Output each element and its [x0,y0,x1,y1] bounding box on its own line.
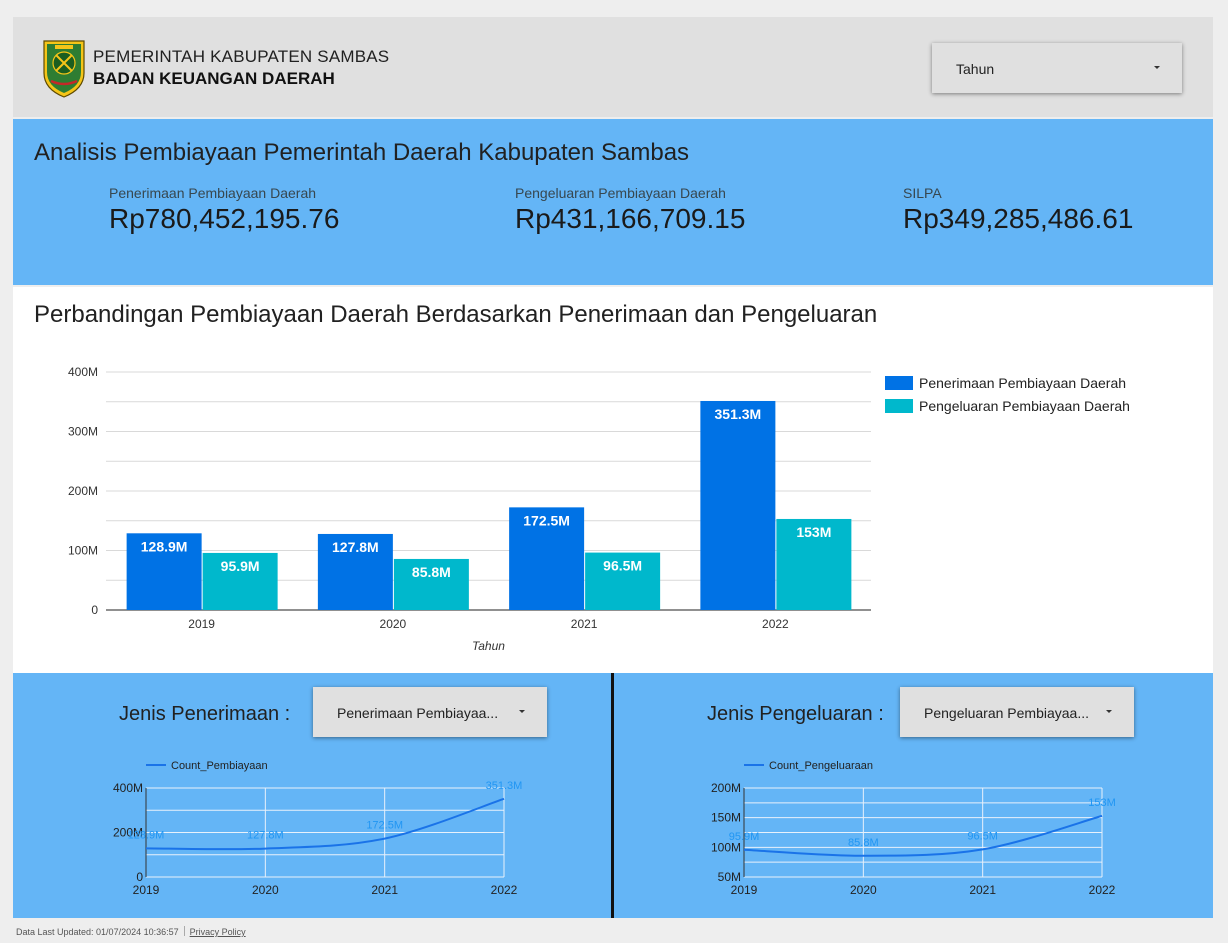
y-tick-label: 150M [711,811,741,825]
bar-data-label: 172.5M [523,512,570,528]
penerimaan-panel: Jenis Penerimaan : Penerimaan Pembiayaa.… [13,673,611,918]
dropdown-value: Pengeluaran Pembiayaa... [924,705,1089,721]
kpi-label: SILPA [903,185,942,201]
x-tick-label: 2022 [491,883,518,897]
footer: Data Last Updated: 01/07/2024 10:36:57 Pr… [16,926,246,937]
caret-down-icon [1106,710,1112,713]
x-tick-label: 2021 [571,617,598,631]
bar-penerimaan [700,400,776,610]
point-data-label: 85.8M [848,837,879,849]
year-filter-dropdown[interactable]: Tahun [932,43,1182,93]
bar-data-label: 96.5M [603,558,642,574]
header-bar: PEMERINTAH KABUPATEN SAMBAS BADAN KEUANG… [13,17,1213,117]
jenis-penerimaan-label: Jenis Penerimaan : [119,703,291,725]
year-filter-label: Tahun [956,61,995,77]
y-tick-label: 300M [68,425,98,439]
bar-data-label: 128.9M [141,538,188,554]
x-tick-label: 2019 [133,883,160,897]
bar-data-label: 95.9M [221,558,260,574]
x-tick-label: 2019 [731,883,758,897]
caret-down-icon [519,710,525,713]
org-name-line1: PEMERINTAH KABUPATEN SAMBAS [93,47,390,66]
bar-data-label: 153M [796,524,831,540]
bar-penerimaan [126,533,202,610]
x-tick-label: 2020 [252,883,279,897]
legend-label: Pengeluaran Pembiayaan Daerah [919,397,1130,414]
series-line [145,797,505,851]
y-tick-label: 400M [68,365,98,379]
bar-chart-card: Perbandingan Pembiayaan Daerah Berdasark… [13,287,1213,673]
pengeluaran-line-chart: 2019 2020 2021 2022 50M 100M 150M 200M 95.9M 85.8… [711,760,1116,897]
bar-penerimaan [317,533,393,610]
y-tick-label: 100M [68,544,98,558]
legend-item-penerimaan[interactable]: Penerimaan Pembiayaan Daerah [885,371,1130,394]
y-tick-label: 200M [68,484,98,498]
kpi-label: Penerimaan Pembiayaan Daerah [109,185,317,201]
bar-data-label: 127.8M [332,539,379,555]
jenis-pengeluaran-label: Jenis Pengeluaran : [707,703,884,725]
x-tick-label: 2021 [371,883,398,897]
kpi-pengeluaran: Pengeluaran Pembiayaan Daerah Rp431,166,… [515,185,745,235]
pengeluaran-panel: Jenis Pengeluaran : Pengeluaran Pembiaya… [614,673,1213,918]
kpi-value: Rp780,452,195.76 [109,203,340,234]
x-tick-label: 2021 [969,883,996,897]
y-tick-label: 0 [91,603,98,617]
bar-penerimaan [509,507,585,610]
x-tick-label: 2020 [380,617,407,631]
jenis-pengeluaran-dropdown[interactable]: Pengeluaran Pembiayaa... [900,687,1134,737]
y-tick-label: 50M [718,870,741,884]
jenis-penerimaan-dropdown[interactable]: Penerimaan Pembiayaa... [313,687,547,737]
penerimaan-line-chart: 2019 2020 2021 2022 0 200M 400M 128.9M 127.8M 172… [113,760,523,897]
last-updated-text: Data Last Updated: 01/07/2024 10:36:57 [16,927,179,937]
point-data-label: 153M [1088,797,1116,809]
series-line [743,814,1103,857]
x-tick-label: 2020 [850,883,877,897]
panel-divider [611,673,614,918]
kpi-value: Rp349,285,486.61 [903,203,1134,234]
org-name-line2: BADAN KEUANGAN DAERAH [93,69,335,88]
sambas-regency-crest-icon [43,40,85,98]
kpi-value: Rp431,166,709.15 [515,203,746,234]
point-data-label: 128.9M [128,829,165,841]
bar-pengeluaran [393,558,469,610]
kpi-silpa: SILPA Rp349,285,486.61 [903,185,1133,235]
bar-chart: 0 100M 200M 300M 400M 128.9M 95.9M 2019 127.8M 85… [68,365,871,653]
legend-swatch [885,375,913,390]
privacy-policy-link[interactable]: Privacy Policy [189,927,246,937]
y-tick-label: 200M [113,826,143,840]
bar-pengeluaran [202,552,278,610]
x-tick-label: 2022 [762,617,789,631]
dashboard-page: PEMERINTAH KABUPATEN SAMBAS BADAN KEUANG… [13,17,1213,918]
legend-label: Penerimaan Pembiayaan Daerah [919,374,1127,391]
y-tick-label: 200M [711,781,741,795]
x-tick-label: 2022 [1089,883,1116,897]
legend-label: Count_Pembiayaan [171,760,268,772]
legend-item-pengeluaran[interactable]: Pengeluaran Pembiayaan Daerah [885,394,1130,417]
chart-legend[interactable]: Penerimaan Pembiayaan Daerah Pengeluaran… [885,371,1130,417]
footer-separator [183,926,185,936]
legend-label: Count_Pengeluaraan [769,760,873,772]
caret-down-icon [1154,66,1160,69]
y-tick-label: 100M [711,840,741,854]
bar-pengeluaran [585,552,661,610]
point-data-label: 351.3M [486,780,523,792]
kpi-penerimaan: Penerimaan Pembiayaan Daerah Rp780,452,1… [109,185,339,235]
point-data-label: 95.9M [729,831,760,843]
x-tick-label: 2019 [188,617,215,631]
summary-section: Analisis Pembiayaan Pemerintah Daerah Ka… [13,119,1213,285]
legend-swatch [885,398,913,413]
y-tick-label: 0 [136,870,143,884]
bar-data-label: 85.8M [412,564,451,580]
summary-title: Analisis Pembiayaan Pemerintah Daerah Ka… [34,139,690,166]
point-data-label: 96.5M [967,830,998,842]
bar-data-label: 351.3M [715,406,762,422]
chart-title: Perbandingan Pembiayaan Daerah Berdasark… [34,301,878,328]
point-data-label: 172.5M [366,820,403,832]
bar-pengeluaran [776,518,852,610]
kpi-label: Pengeluaran Pembiayaan Daerah [515,185,726,201]
dropdown-value: Penerimaan Pembiayaa... [337,705,499,721]
point-data-label: 127.8M [247,830,284,842]
x-axis-title: Tahun [472,639,505,653]
y-tick-label: 400M [113,781,143,795]
